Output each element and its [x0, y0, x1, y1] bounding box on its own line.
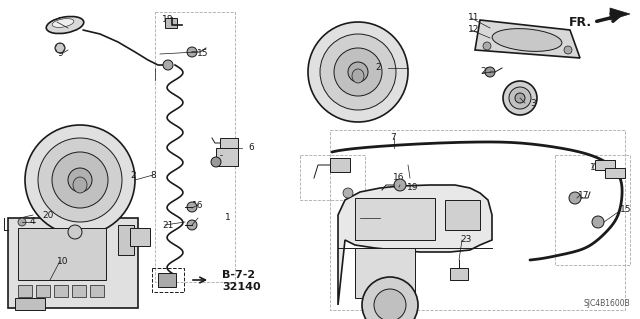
Circle shape [320, 34, 396, 110]
Ellipse shape [492, 29, 562, 51]
Circle shape [592, 216, 604, 228]
Text: 12: 12 [468, 26, 479, 34]
Ellipse shape [52, 19, 74, 27]
Text: 32140: 32140 [222, 282, 260, 292]
Text: FR.: FR. [569, 16, 592, 28]
Bar [355, 248, 415, 298]
Bar [152, 268, 184, 292]
Circle shape [55, 43, 65, 53]
Text: 23: 23 [460, 235, 472, 244]
Circle shape [187, 202, 197, 212]
Text: B-7-2: B-7-2 [222, 270, 255, 280]
Circle shape [68, 168, 92, 192]
Text: 4: 4 [30, 218, 36, 226]
Text: 18: 18 [162, 16, 173, 25]
Circle shape [362, 277, 418, 319]
Text: 16: 16 [393, 174, 404, 182]
Text: 2: 2 [130, 170, 136, 180]
Bar [220, 138, 238, 148]
Bar [54, 285, 68, 297]
Bar [165, 18, 177, 28]
Text: 14: 14 [590, 164, 602, 173]
Polygon shape [338, 185, 492, 305]
Circle shape [38, 138, 122, 222]
Polygon shape [55, 44, 65, 52]
Circle shape [485, 67, 495, 77]
Ellipse shape [46, 17, 84, 33]
Text: 9: 9 [57, 48, 63, 57]
Text: 19: 19 [407, 182, 419, 191]
Text: 21: 21 [162, 220, 173, 229]
Circle shape [211, 157, 221, 167]
Ellipse shape [352, 69, 364, 83]
Text: 8: 8 [150, 170, 156, 180]
Circle shape [308, 22, 408, 122]
Text: 1: 1 [225, 213, 231, 222]
Text: 7: 7 [390, 133, 396, 143]
Text: 5: 5 [57, 18, 63, 26]
Circle shape [68, 225, 82, 239]
Bar [118, 225, 134, 255]
Polygon shape [475, 20, 580, 58]
Text: SJC4B1600B: SJC4B1600B [583, 299, 630, 308]
Bar [18, 228, 106, 280]
Circle shape [52, 152, 108, 208]
Bar [130, 228, 150, 246]
Circle shape [503, 81, 537, 115]
Bar [155, 12, 235, 282]
Bar [72, 285, 86, 297]
Text: 2: 2 [375, 63, 381, 72]
Bar [158, 273, 176, 287]
Bar [300, 155, 365, 200]
Bar [216, 148, 238, 166]
Circle shape [334, 48, 382, 96]
Text: 3: 3 [530, 99, 536, 108]
Bar [445, 200, 480, 230]
Bar [36, 285, 50, 297]
Text: 15: 15 [197, 49, 209, 58]
Circle shape [25, 125, 135, 235]
Circle shape [569, 192, 581, 204]
Circle shape [515, 93, 525, 103]
Text: 13: 13 [218, 151, 230, 160]
Circle shape [343, 188, 353, 198]
Polygon shape [610, 8, 630, 20]
Bar [450, 268, 468, 280]
Text: 17: 17 [578, 190, 589, 199]
Circle shape [57, 45, 63, 51]
Bar [605, 168, 625, 178]
Circle shape [564, 46, 572, 54]
Bar [18, 285, 32, 297]
Bar [330, 130, 625, 310]
Bar [330, 158, 350, 172]
FancyArrowPatch shape [596, 14, 620, 21]
Text: 16: 16 [192, 201, 204, 210]
Circle shape [394, 179, 406, 191]
Bar [90, 285, 104, 297]
Bar [15, 298, 45, 310]
Circle shape [509, 87, 531, 109]
Circle shape [163, 60, 173, 70]
Circle shape [483, 42, 491, 50]
Text: 6: 6 [248, 144, 253, 152]
Bar [355, 198, 435, 240]
Circle shape [374, 289, 406, 319]
Ellipse shape [73, 177, 87, 193]
Bar [595, 160, 615, 170]
Circle shape [18, 218, 26, 226]
Text: 11: 11 [468, 13, 479, 23]
Circle shape [187, 220, 197, 230]
Text: 10: 10 [57, 256, 68, 265]
Bar [555, 155, 630, 265]
Text: 15: 15 [620, 205, 632, 214]
Circle shape [348, 62, 368, 82]
Text: 22: 22 [480, 68, 492, 77]
Bar [8, 218, 138, 308]
Circle shape [187, 47, 197, 57]
Text: 20: 20 [42, 211, 53, 219]
